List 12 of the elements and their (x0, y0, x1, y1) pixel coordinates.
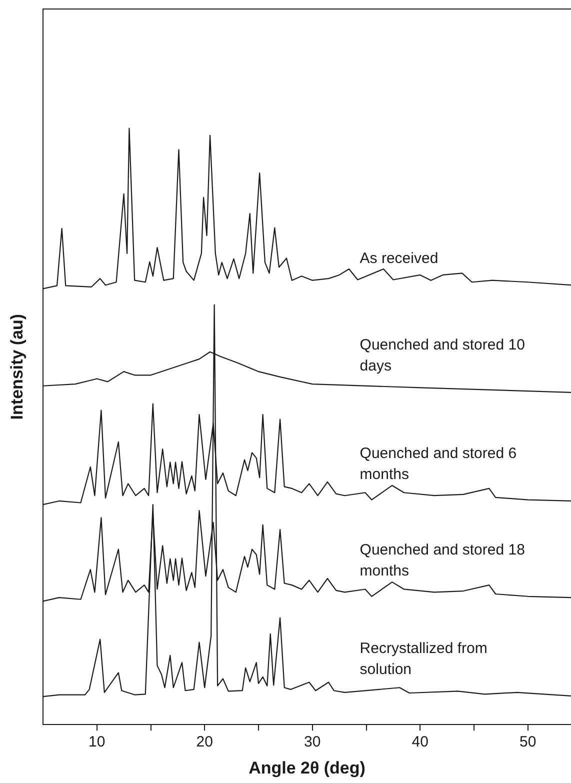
x-axis-title: Angle 2θ (deg) (248, 758, 366, 778)
series-label: Quenched and stored 10 days (360, 336, 525, 374)
x-tick-label: 20 (196, 734, 213, 751)
series-label: Quenched and stored 6 months (360, 444, 517, 483)
series-label: Recrystallized from solution (360, 640, 488, 678)
x-tick-label: 10 (88, 734, 106, 751)
x-tick-label: 40 (412, 734, 428, 751)
series-label: As received (360, 250, 438, 268)
y-axis-title: Intensity (au) (8, 314, 27, 420)
x-tick-label: 50 (520, 734, 536, 751)
series-label: Quenched and stored 18 months (360, 542, 525, 580)
x-tick-label: 30 (304, 734, 321, 751)
